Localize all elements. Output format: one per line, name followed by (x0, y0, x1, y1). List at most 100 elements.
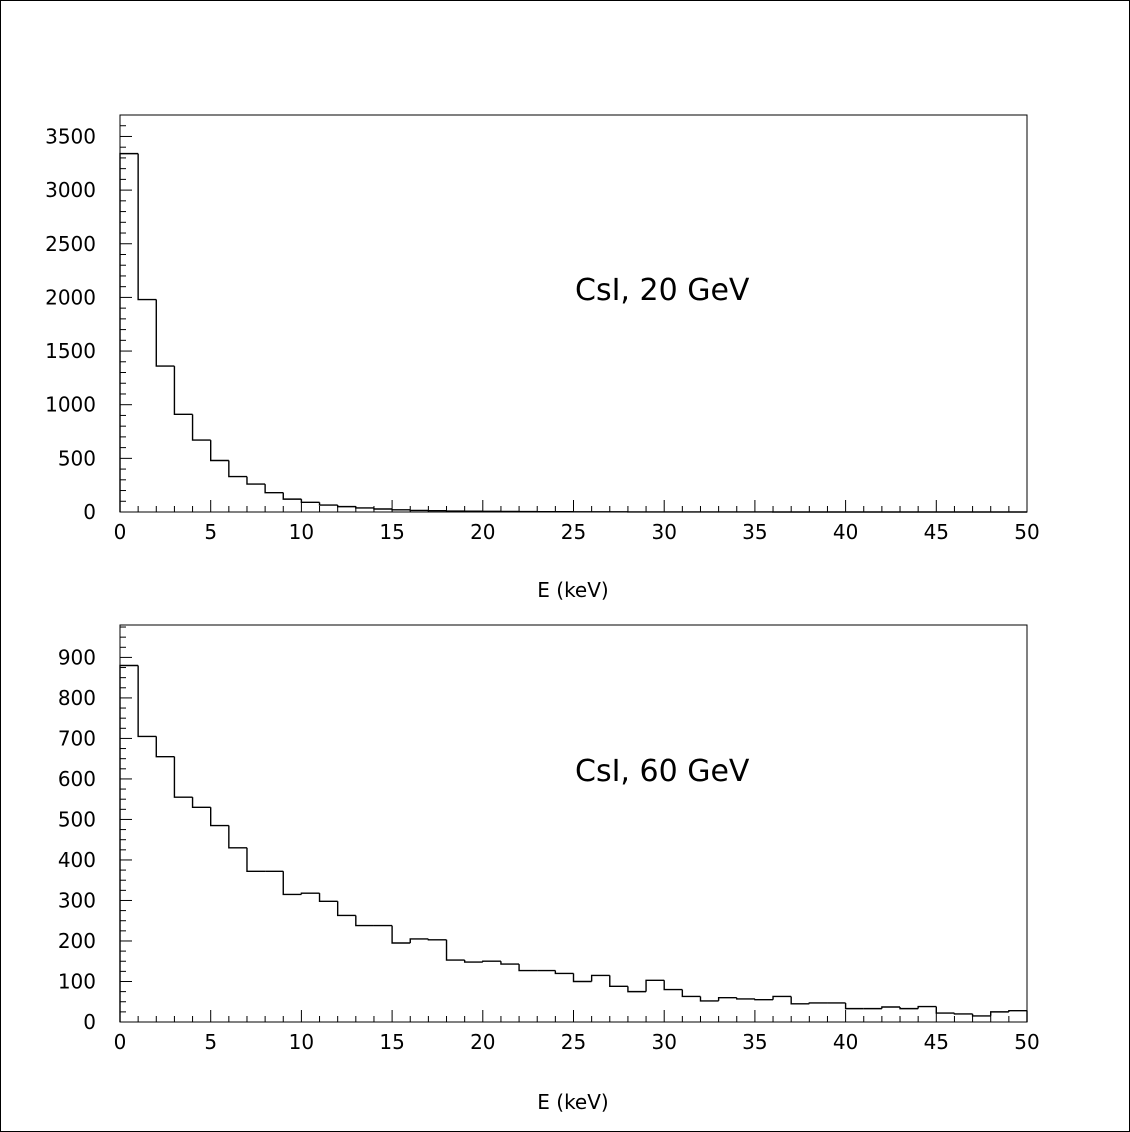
histogram-bin (228, 825, 247, 849)
histogram-bin (1008, 1009, 1027, 1012)
histogram-bin (355, 915, 374, 927)
x-tick-label: 0 (114, 1030, 127, 1054)
histogram-bin (409, 938, 429, 944)
x-tick-label: 35 (742, 1030, 767, 1054)
x-tick-label: 35 (742, 520, 767, 544)
histogram-bin (518, 964, 538, 972)
y-tick-label: 0 (83, 1010, 96, 1034)
y-tick-label: 200 (58, 929, 96, 953)
histogram-bin (953, 1013, 973, 1015)
histogram-bin (246, 476, 266, 485)
x-tick-label: 10 (289, 1030, 314, 1054)
y-tick-label: 3000 (45, 178, 96, 202)
histogram-bin (137, 665, 157, 738)
y-tick-label: 0 (83, 500, 96, 524)
x-tick-label: 50 (1014, 1030, 1039, 1054)
histogram-bin (119, 664, 139, 1022)
histogram-bin (336, 901, 356, 917)
histogram-bin (844, 1002, 864, 1010)
histogram-bin (500, 961, 520, 965)
x-tick-label: 50 (1014, 520, 1039, 544)
histogram-bin (119, 152, 139, 512)
chart-panel-csi-20gev: CsI, 20 GeV E (keV) 0 5 10 15 20 25 30 35 40 45 50… (45, 114, 1040, 602)
histogram-bin (463, 960, 483, 963)
histogram-bin (427, 938, 447, 941)
histogram-bin (971, 1013, 991, 1017)
histogram-bin (808, 1002, 828, 1004)
histogram-bin (881, 1006, 901, 1009)
histogram-bin (391, 925, 411, 944)
histogram-bin (609, 975, 628, 988)
x-tick-label: 15 (379, 1030, 404, 1054)
histogram-bin (300, 892, 320, 895)
histogram-bin (790, 996, 810, 1005)
x-tick-label: 45 (924, 520, 949, 544)
y-tick-label: 300 (58, 888, 96, 912)
y-tick-label: 400 (58, 848, 96, 872)
x-tick-label: 40 (833, 1030, 858, 1054)
histogram-bin (736, 997, 755, 1000)
x-tick-label: 25 (561, 1030, 586, 1054)
y-tick-label: 500 (58, 807, 96, 831)
histogram-bin (191, 797, 211, 808)
histogram-bin (318, 502, 338, 506)
histogram-bin (590, 974, 610, 982)
histogram-bin (173, 366, 193, 416)
histogram-bin (445, 939, 465, 961)
histogram-bin (155, 736, 175, 758)
x-tick-label: 40 (833, 520, 858, 544)
x-tick-label: 10 (289, 520, 314, 544)
histogram-bin (554, 970, 574, 975)
x-tick-label: 45 (924, 1030, 949, 1054)
histogram-bin (155, 299, 175, 367)
x-tick-label: 5 (204, 520, 217, 544)
histogram-bin (681, 989, 701, 998)
annotation-label: CsI, 60 GeV (575, 754, 750, 789)
histogram-bin (717, 996, 737, 1001)
histogram-bin (482, 960, 501, 963)
x-tick-label: 30 (651, 1030, 676, 1054)
histogram-bin (318, 893, 338, 902)
histogram-bin (210, 440, 229, 462)
x-tick-label: 25 (561, 520, 586, 544)
histogram-bin (699, 996, 719, 1002)
y-tick-label: 1000 (45, 393, 96, 417)
x-tick-label: 0 (114, 520, 127, 544)
histogram-bin (917, 1005, 937, 1009)
chart-panel-csi-60gev: CsI, 60 GeV E (keV) 0 5 10 15 20 25 30 35 40 45 50… (58, 624, 1040, 1114)
histogram-bin (772, 995, 792, 1000)
histogram-bin (990, 1011, 1009, 1016)
histogram-bin (572, 973, 592, 983)
x-tick-label: 15 (379, 520, 404, 544)
histogram-bin (899, 1007, 919, 1010)
x-tick-label: 5 (204, 1030, 217, 1054)
x-axis-title: E (keV) (537, 1090, 608, 1114)
y-tick-label: 700 (58, 726, 96, 750)
histogram-bin (282, 871, 302, 896)
x-tick-label: 20 (470, 520, 495, 544)
x-tick-label: 20 (470, 1030, 495, 1054)
histogram-bin (228, 460, 247, 478)
histogram-bin (409, 509, 429, 512)
histogram-bin (264, 484, 284, 494)
histogram-bin (191, 414, 211, 441)
histogram-bin (627, 986, 647, 993)
y-tick-label: 1500 (45, 339, 96, 363)
x-axis-title: E (keV) (537, 578, 608, 602)
x-tick-label: 30 (651, 520, 676, 544)
y-tick-label: 2000 (45, 285, 96, 309)
histogram-bin (210, 807, 229, 827)
histogram-bin (246, 847, 266, 873)
y-tick-label: 100 (58, 969, 96, 993)
histogram-bin (645, 979, 665, 992)
histogram-bin (754, 998, 774, 1001)
histogram-bin (173, 756, 193, 798)
histogram-bin (137, 153, 157, 301)
histogram-bin (282, 492, 302, 500)
histogram-bin (663, 980, 683, 991)
y-tick-label: 600 (58, 767, 96, 791)
y-tick-label: 3500 (45, 124, 96, 148)
annotation-label: CsI, 20 GeV (575, 273, 750, 308)
